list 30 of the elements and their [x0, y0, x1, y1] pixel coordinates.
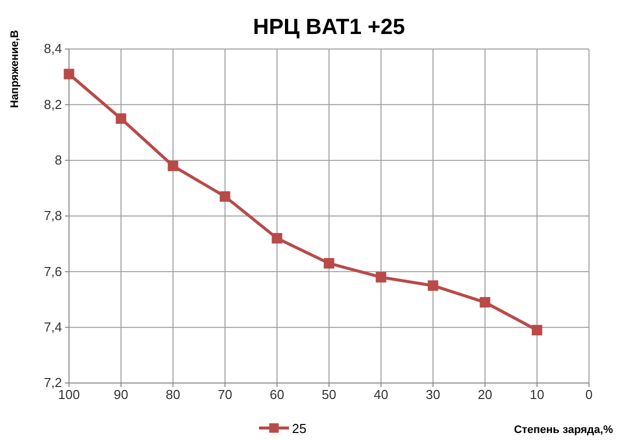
x-tick-label: 90: [114, 387, 128, 402]
y-tick-label: 7,6: [44, 264, 62, 279]
point: [272, 233, 282, 244]
x-tick-label: 40: [374, 387, 388, 402]
x-tick-label: 20: [478, 387, 492, 402]
point: [376, 272, 386, 282]
x-tick-label: 80: [166, 387, 180, 402]
point: [428, 280, 438, 291]
x-tick-label: 10: [530, 387, 544, 402]
y-tick-label: 8,4: [44, 41, 62, 56]
y-tick-label: 8,2: [44, 96, 62, 112]
x-tick-label: 0: [585, 387, 593, 402]
y-tick-label: 7,8: [44, 208, 62, 224]
x-tick-label: 30: [426, 387, 440, 402]
x-tick-label: 60: [270, 387, 284, 402]
x-tick-label: 50: [322, 387, 336, 402]
y-tick-label: 8: [54, 152, 62, 168]
point: [64, 68, 74, 80]
x-tick-label: 70: [218, 387, 232, 402]
chart-title: НРЦ BAT1 +25: [253, 14, 405, 39]
point: [220, 191, 230, 202]
legend-label: 25: [292, 421, 306, 436]
x-axis-title: Степень заряда,%: [514, 424, 614, 436]
point: [116, 113, 126, 124]
point: [324, 258, 334, 269]
point: [532, 324, 542, 336]
y-axis-title: Напряжение,В: [9, 30, 21, 108]
point: [480, 297, 490, 308]
y-tick-label: 7,4: [44, 319, 62, 334]
point: [168, 160, 178, 172]
